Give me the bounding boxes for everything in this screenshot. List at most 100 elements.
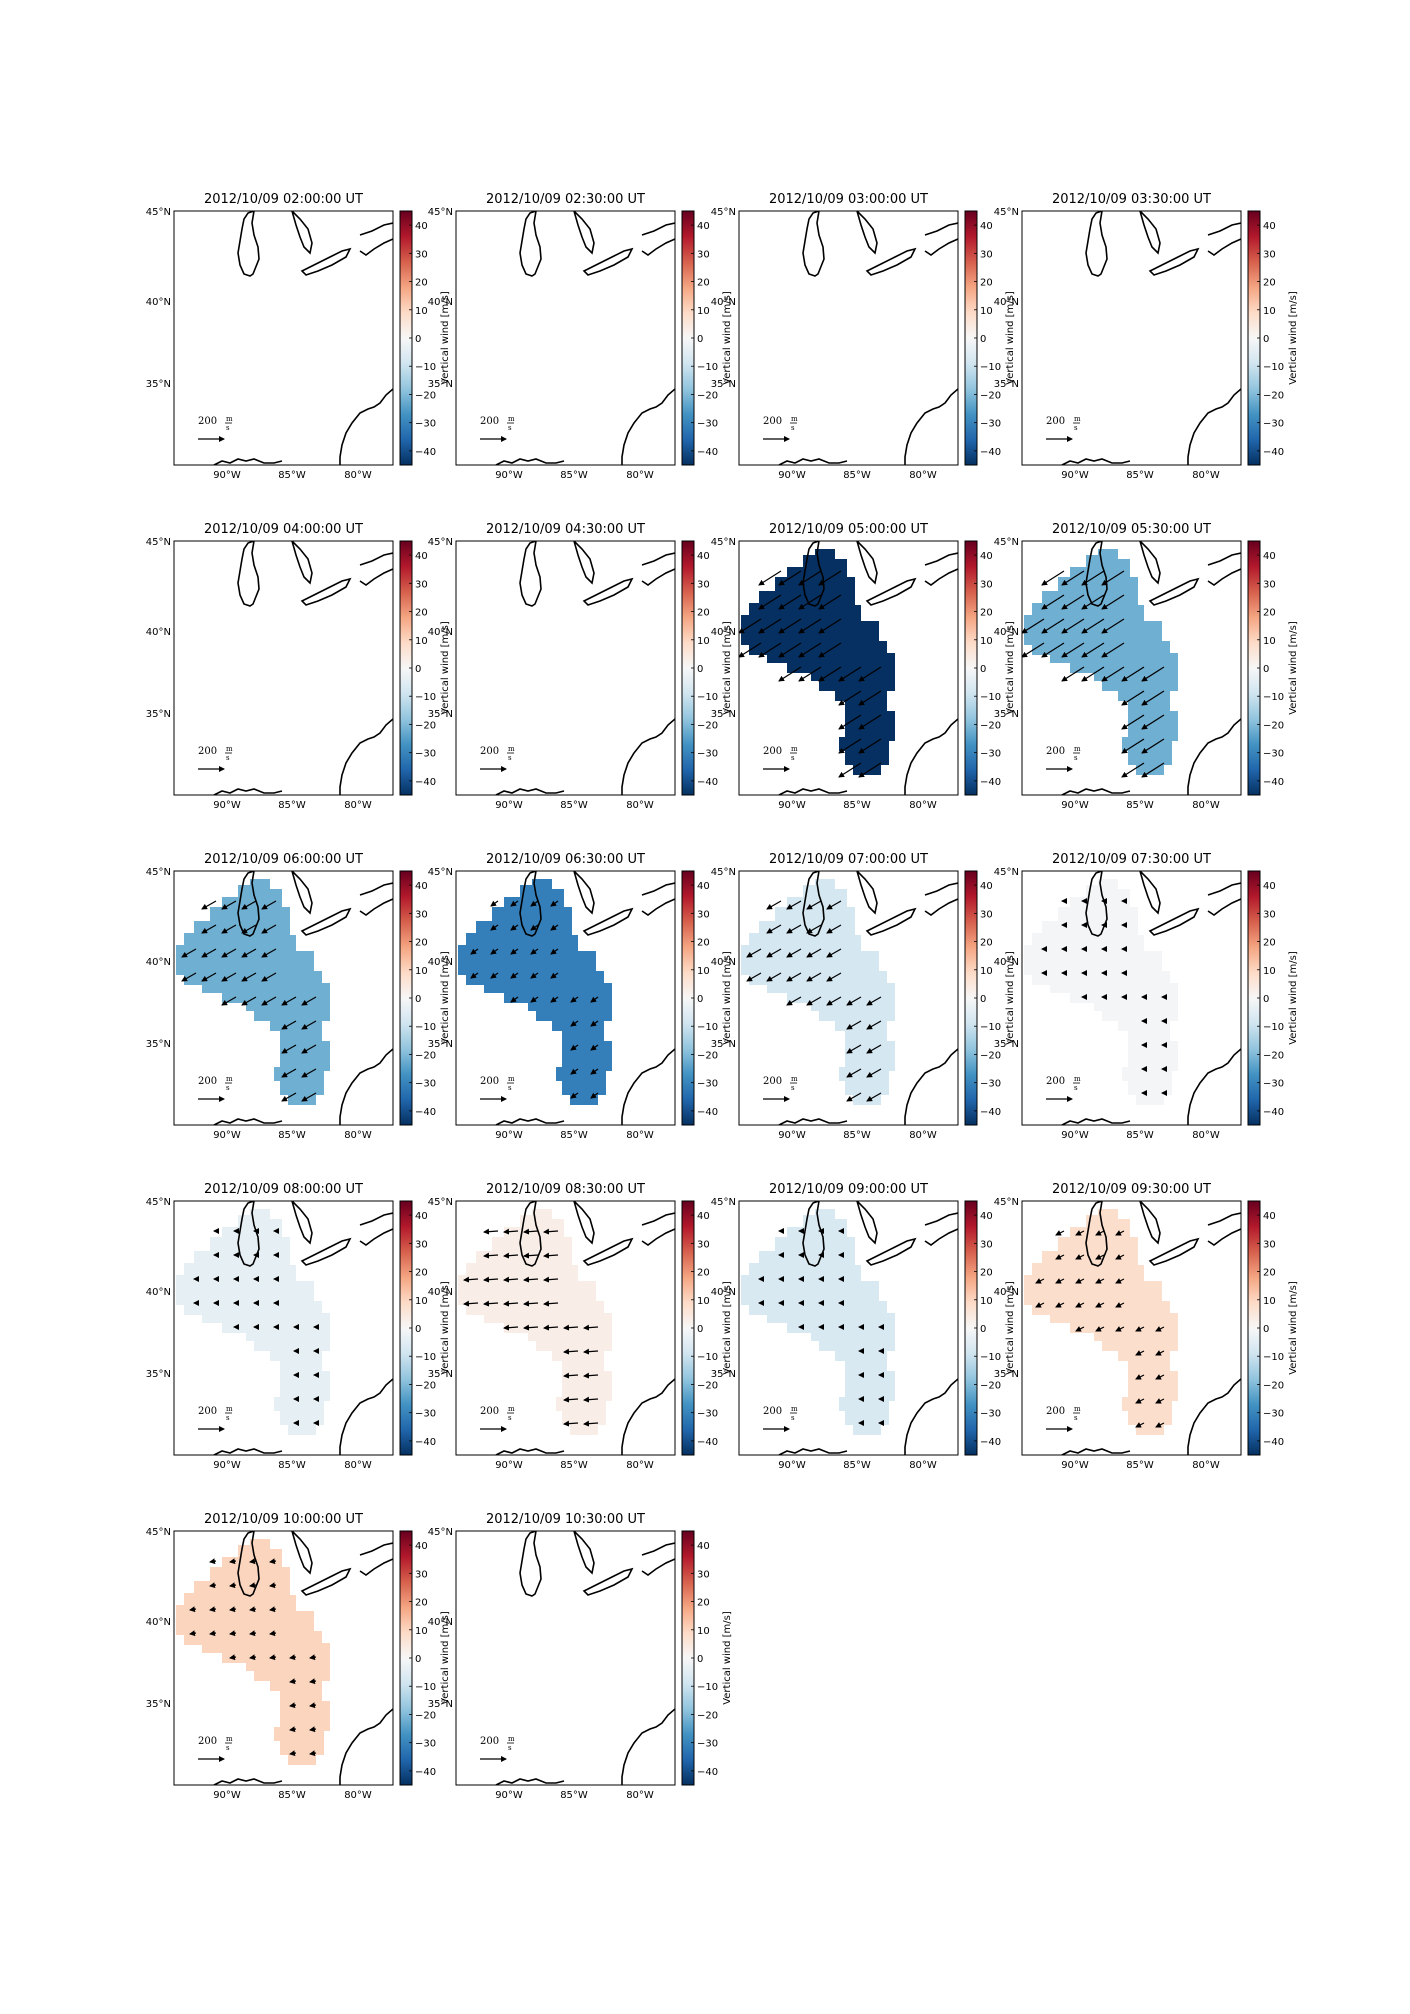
lon-tick-label: 85°W bbox=[278, 1790, 306, 1801]
wind-vector bbox=[766, 972, 782, 982]
wind-vector bbox=[241, 900, 257, 910]
colorbar-tick-label: −40 bbox=[697, 447, 718, 458]
colorbar-tick-label: 10 bbox=[415, 636, 428, 647]
wind-vector bbox=[261, 924, 277, 934]
wind-vector bbox=[1101, 594, 1125, 610]
vertical-wind-region bbox=[176, 879, 330, 1105]
colorbar-tick-label: 10 bbox=[980, 966, 993, 977]
colorbar-tick-label: 0 bbox=[1263, 334, 1269, 345]
wind-vector bbox=[249, 1606, 257, 1613]
wind-vector bbox=[490, 924, 499, 931]
coastline bbox=[291, 541, 313, 585]
lat-tick-label: 45°N bbox=[428, 1197, 453, 1208]
wind-vector bbox=[530, 948, 539, 955]
lat-tick-label: 45°N bbox=[428, 867, 453, 878]
wind-vector bbox=[826, 972, 842, 982]
colorbar-tick-label: 10 bbox=[415, 966, 428, 977]
lat-tick-label: 45°N bbox=[994, 867, 1019, 878]
vertical-wind-region bbox=[741, 879, 895, 1105]
reference-vector-value: 200 bbox=[763, 1406, 782, 1417]
colorbar-tick-label: −20 bbox=[697, 1710, 718, 1721]
lat-tick-label: 40°N bbox=[428, 297, 453, 308]
coastline bbox=[495, 1118, 565, 1125]
colorbar-tick-label: −10 bbox=[980, 1352, 1001, 1363]
wind-vector bbox=[241, 924, 257, 934]
colorbar-tick-label: 10 bbox=[415, 306, 428, 317]
wind-vector bbox=[798, 594, 822, 610]
lat-tick-label: 45°N bbox=[711, 537, 736, 548]
reference-vector-unit-bottom: s bbox=[508, 754, 512, 762]
wind-vector bbox=[858, 738, 882, 754]
wind-vector bbox=[550, 924, 559, 931]
wind-vector bbox=[739, 642, 762, 658]
wind-vector bbox=[463, 1300, 479, 1307]
wind-vector bbox=[826, 996, 842, 1006]
wind-vector bbox=[309, 1702, 317, 1709]
wind-vector bbox=[806, 900, 822, 910]
colorbar-label: Vertical wind [m/s] bbox=[722, 621, 733, 715]
wind-vector bbox=[1061, 666, 1085, 682]
vertical-wind-region bbox=[741, 1209, 895, 1435]
coastline bbox=[213, 458, 283, 465]
wind-vector bbox=[301, 1044, 317, 1054]
colorbar-tick-label: 0 bbox=[980, 334, 986, 345]
wind-vector bbox=[590, 1044, 599, 1051]
wind-vector bbox=[281, 1092, 297, 1102]
colorbar-tick-label: −30 bbox=[1263, 1409, 1284, 1420]
wind-vector bbox=[1075, 1302, 1085, 1308]
colorbar-tick-label: 0 bbox=[1263, 664, 1269, 675]
colorbar-tick-label: 30 bbox=[980, 249, 993, 260]
wind-vector bbox=[543, 1252, 559, 1259]
coastline bbox=[1061, 1448, 1131, 1455]
lat-tick-label: 40°N bbox=[994, 627, 1019, 638]
wind-vector bbox=[590, 1092, 599, 1099]
colorbar-tick-label: −20 bbox=[1263, 1380, 1284, 1391]
colorbar-tick-label: 20 bbox=[1263, 1268, 1276, 1279]
colorbar-tick-label: 40 bbox=[415, 1211, 428, 1222]
colorbar-tick-label: −30 bbox=[415, 1409, 436, 1420]
wind-vector bbox=[806, 948, 822, 958]
colorbar-tick-label: 20 bbox=[980, 938, 993, 949]
reference-vector-unit-top: m bbox=[1074, 1405, 1081, 1413]
wind-vector bbox=[503, 1276, 519, 1283]
colorbar-tick-label: 20 bbox=[697, 1598, 710, 1609]
reference-vector-unit-bottom: s bbox=[226, 1084, 230, 1092]
wind-vector bbox=[1101, 618, 1125, 634]
wind-vector bbox=[786, 948, 802, 958]
wind-vector bbox=[301, 1068, 317, 1078]
coastline bbox=[924, 882, 958, 916]
wind-vector bbox=[189, 1606, 197, 1613]
wind-vector bbox=[583, 1420, 599, 1427]
coastline bbox=[300, 577, 352, 606]
wind-vector bbox=[1035, 1278, 1045, 1284]
map-frame bbox=[455, 540, 676, 796]
vertical-wind-region bbox=[1024, 879, 1178, 1105]
reference-vector-value: 200 bbox=[1046, 1406, 1065, 1417]
coastline bbox=[621, 1378, 675, 1455]
coastline bbox=[300, 247, 352, 276]
coastline bbox=[904, 388, 958, 465]
wind-vector bbox=[201, 900, 217, 910]
coastline bbox=[778, 788, 848, 795]
wind-vector bbox=[758, 642, 782, 658]
reference-vector-key: 200 ms bbox=[198, 1075, 233, 1102]
wind-vector bbox=[1115, 1302, 1125, 1308]
reference-vector-unit-bottom: s bbox=[791, 424, 795, 432]
colorbar-tick-label: −10 bbox=[1263, 692, 1284, 703]
wind-vector bbox=[786, 972, 802, 982]
wind-vector bbox=[1141, 714, 1165, 730]
wind-vector bbox=[189, 1630, 197, 1637]
panel-title: 2012/10/09 02:30:00 UT bbox=[486, 192, 645, 207]
panel-title: 2012/10/09 04:30:00 UT bbox=[486, 522, 645, 537]
wind-vector bbox=[503, 1300, 519, 1307]
coastline bbox=[300, 1237, 352, 1266]
lon-tick-label: 90°W bbox=[213, 800, 241, 811]
lat-tick-label: 40°N bbox=[146, 627, 171, 638]
colorbar-tick-label: 20 bbox=[1263, 938, 1276, 949]
wind-vector bbox=[470, 972, 479, 979]
coastline bbox=[582, 577, 634, 606]
lat-tick-label: 35°N bbox=[711, 1039, 736, 1050]
wind-vector bbox=[1101, 570, 1125, 586]
